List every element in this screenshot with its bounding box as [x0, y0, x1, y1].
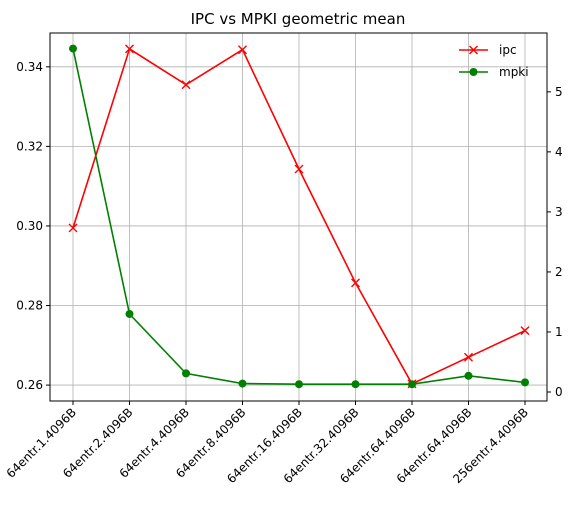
point-ipc [464, 352, 473, 362]
plot-frame [49, 32, 548, 402]
legend: ipc mpki [459, 43, 529, 79]
left-tick-label: 0.32 [16, 139, 43, 153]
right-tick-label: 0 [555, 385, 563, 399]
point-ipc [238, 45, 247, 55]
point-ipc [125, 44, 134, 54]
point-stroke [464, 352, 473, 362]
point-mpki [521, 378, 529, 387]
point-stroke [520, 326, 530, 336]
point-mpki [125, 309, 134, 318]
point-ipc [68, 223, 78, 233]
series-markers [68, 44, 530, 389]
point-mpki [351, 380, 360, 389]
left-tick-label: 0.30 [16, 219, 43, 233]
point-stroke [68, 223, 78, 233]
x-axis: 64entr.1.4096B64entr.2.4096B64entr.4.409… [4, 401, 531, 486]
left-axis: 0.26 0.28 0.30 0.32 0.34 [16, 60, 50, 392]
right-tick-label: 5 [555, 85, 563, 99]
legend-marker-ipc [469, 45, 478, 55]
left-tick-label: 0.26 [16, 378, 43, 392]
legend-label-ipc: ipc [499, 43, 517, 57]
point-stroke [181, 80, 191, 90]
point-mpki [295, 380, 303, 389]
grid [50, 33, 547, 401]
point-ipc [181, 80, 191, 90]
right-tick-label: 4 [555, 145, 563, 159]
point-stroke [351, 278, 360, 288]
point-ipc [520, 326, 530, 336]
point-ipc [351, 278, 360, 288]
point-stroke [125, 44, 134, 54]
point-ipc [294, 164, 304, 174]
right-tick-label: 2 [555, 265, 563, 279]
point-mpki [408, 380, 416, 389]
point-stroke [238, 45, 247, 55]
legend-marker-mpki [469, 68, 478, 76]
point-stroke [294, 164, 304, 174]
point-mpki [238, 379, 247, 388]
right-axis: 0 1 2 3 4 5 [547, 85, 563, 399]
legend-label-mpki: mpki [499, 65, 529, 79]
right-tick-label: 3 [555, 205, 563, 219]
point-mpki [69, 44, 77, 53]
point-mpki [182, 369, 190, 378]
point-mpki [464, 371, 473, 380]
left-tick-label: 0.28 [16, 299, 43, 313]
right-tick-label: 1 [555, 325, 563, 339]
chart-title: IPC vs MPKI geometric mean [191, 10, 406, 28]
left-tick-label: 0.34 [16, 60, 43, 74]
